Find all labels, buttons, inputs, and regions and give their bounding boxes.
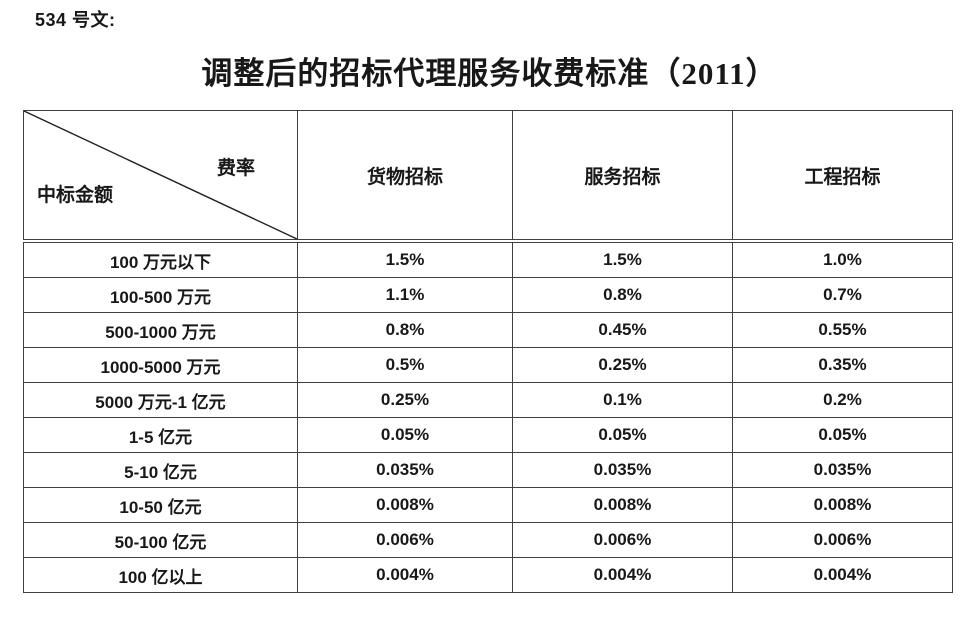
rate-service: 0.8% [512, 277, 733, 313]
fee-standard-table: 费率 中标金额 货物招标 服务招标 工程招标 100 万元以下 1.5% 1.5… [23, 110, 953, 593]
rate-goods: 0.5% [297, 347, 513, 383]
diagonal-line [24, 111, 297, 239]
rate-engineering: 0.006% [732, 522, 953, 558]
row-label: 1000-5000 万元 [23, 347, 298, 383]
rate-goods: 0.004% [297, 557, 513, 593]
rate-service: 0.035% [512, 452, 733, 488]
table-row: 100 亿以上 0.004% 0.004% 0.004% [23, 557, 953, 593]
page-title: 调整后的招标代理服务收费标准（2011） [201, 56, 778, 91]
column-header-engineering: 工程招标 [732, 110, 953, 243]
table-row: 1-5 亿元 0.05% 0.05% 0.05% [23, 417, 953, 453]
table-row: 100 万元以下 1.5% 1.5% 1.0% [23, 240, 953, 278]
rate-goods: 0.05% [297, 417, 513, 453]
row-label: 100 亿以上 [23, 557, 298, 593]
rate-engineering: 0.55% [732, 312, 953, 348]
table-row: 10-50 亿元 0.008% 0.008% 0.008% [23, 487, 953, 523]
rate-engineering: 0.7% [732, 277, 953, 313]
rate-engineering: 1.0% [732, 240, 953, 278]
row-label: 5-10 亿元 [23, 452, 298, 488]
table-row: 5000 万元-1 亿元 0.25% 0.1% 0.2% [23, 382, 953, 418]
row-label: 5000 万元-1 亿元 [23, 382, 298, 418]
corner-label-rate: 费率 [216, 158, 255, 179]
rate-service: 0.05% [512, 417, 733, 453]
row-label: 100 万元以下 [23, 240, 298, 278]
table-row: 100-500 万元 1.1% 0.8% 0.7% [23, 277, 953, 313]
table-row: 1000-5000 万元 0.5% 0.25% 0.35% [23, 347, 953, 383]
rate-goods: 0.25% [297, 382, 513, 418]
corner-label-amount: 中标金额 [37, 185, 114, 206]
row-label: 1-5 亿元 [23, 417, 298, 453]
header-row: 费率 中标金额 货物招标 服务招标 工程招标 [23, 110, 953, 243]
rate-goods: 0.8% [297, 312, 513, 348]
rate-service: 0.008% [512, 487, 733, 523]
rate-service: 0.45% [512, 312, 733, 348]
rate-goods: 0.006% [297, 522, 513, 558]
column-header-goods: 货物招标 [297, 110, 513, 243]
rate-goods: 0.035% [297, 452, 513, 488]
rate-engineering: 0.05% [732, 417, 953, 453]
rate-service: 1.5% [512, 240, 733, 278]
doc-number-label: 534 号文: [35, 10, 116, 30]
corner-header-cell: 费率 中标金额 [23, 110, 298, 243]
table-header: 费率 中标金额 货物招标 服务招标 工程招标 [23, 110, 953, 243]
table-row: 5-10 亿元 0.035% 0.035% 0.035% [23, 452, 953, 488]
rate-service: 0.004% [512, 557, 733, 593]
rate-engineering: 0.008% [732, 487, 953, 523]
rate-goods: 1.1% [297, 277, 513, 313]
table-row: 500-1000 万元 0.8% 0.45% 0.55% [23, 312, 953, 348]
rate-service: 0.25% [512, 347, 733, 383]
rate-service: 0.006% [512, 522, 733, 558]
rate-engineering: 0.35% [732, 347, 953, 383]
row-label: 10-50 亿元 [23, 487, 298, 523]
row-label: 50-100 亿元 [23, 522, 298, 558]
rate-goods: 0.008% [297, 487, 513, 523]
table-row: 50-100 亿元 0.006% 0.006% 0.006% [23, 522, 953, 558]
rate-engineering: 0.004% [732, 557, 953, 593]
table-body: 100 万元以下 1.5% 1.5% 1.0% 100-500 万元 1.1% … [23, 240, 953, 593]
rate-service: 0.1% [512, 382, 733, 418]
row-label: 500-1000 万元 [23, 312, 298, 348]
rate-engineering: 0.035% [732, 452, 953, 488]
rate-engineering: 0.2% [732, 382, 953, 418]
column-header-service: 服务招标 [512, 110, 733, 243]
rate-goods: 1.5% [297, 240, 513, 278]
row-label: 100-500 万元 [23, 277, 298, 313]
